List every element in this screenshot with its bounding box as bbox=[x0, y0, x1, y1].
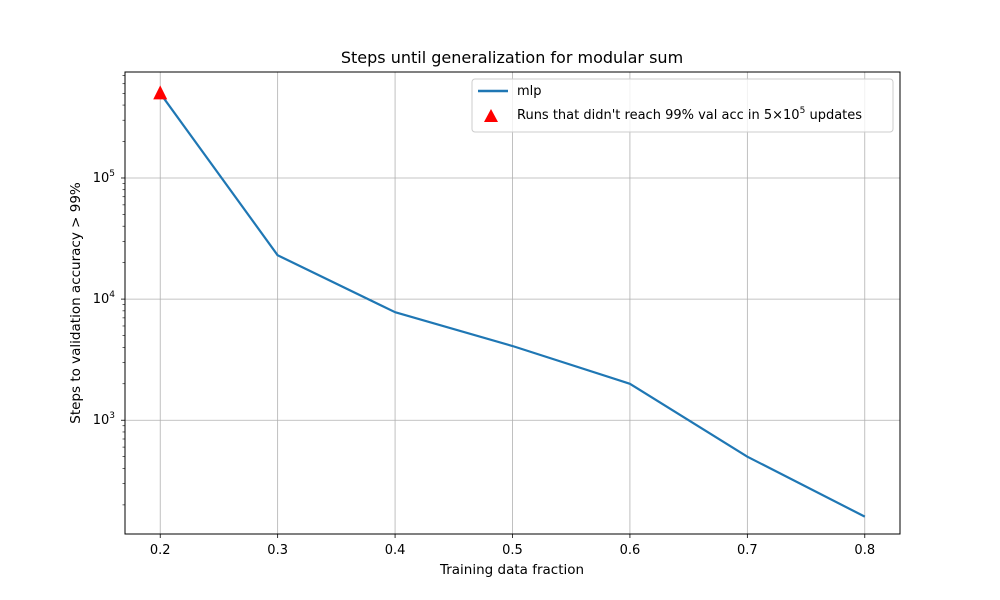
legend-label-mlp: mlp bbox=[517, 84, 542, 99]
legend-label-runs: Runs that didn't reach 99% val acc in 5×… bbox=[517, 106, 862, 123]
grid bbox=[125, 72, 900, 534]
legend-marker-triangle bbox=[484, 109, 498, 122]
legend: mlp Runs that didn't reach 99% val acc i… bbox=[471, 78, 894, 133]
y-tick-label: 103 bbox=[93, 411, 115, 428]
y-tick-label: 105 bbox=[93, 169, 115, 186]
x-tick-label: 0.7 bbox=[737, 543, 758, 558]
y-axis-label: Steps to validation accuracy > 99% bbox=[68, 182, 84, 424]
y-tick-label: 104 bbox=[93, 290, 116, 307]
axes: 0.2 0.3 0.4 0.5 0.6 0.7 0.8 103 104 105 bbox=[93, 75, 875, 558]
x-tick-label: 0.6 bbox=[620, 543, 641, 558]
unreached-run-marker bbox=[153, 85, 168, 100]
x-tick-label: 0.3 bbox=[267, 543, 288, 558]
plot-area bbox=[153, 85, 866, 518]
chart-title: Steps until generalization for modular s… bbox=[341, 48, 683, 67]
x-tick-label: 0.8 bbox=[854, 543, 875, 558]
x-tick-label: 0.2 bbox=[150, 543, 171, 558]
series-line-mlp bbox=[159, 92, 866, 518]
legend-box bbox=[471, 78, 894, 133]
x-tick-label: 0.5 bbox=[502, 543, 523, 558]
x-tick-label: 0.4 bbox=[385, 543, 406, 558]
x-axis-label: Training data fraction bbox=[439, 562, 584, 578]
